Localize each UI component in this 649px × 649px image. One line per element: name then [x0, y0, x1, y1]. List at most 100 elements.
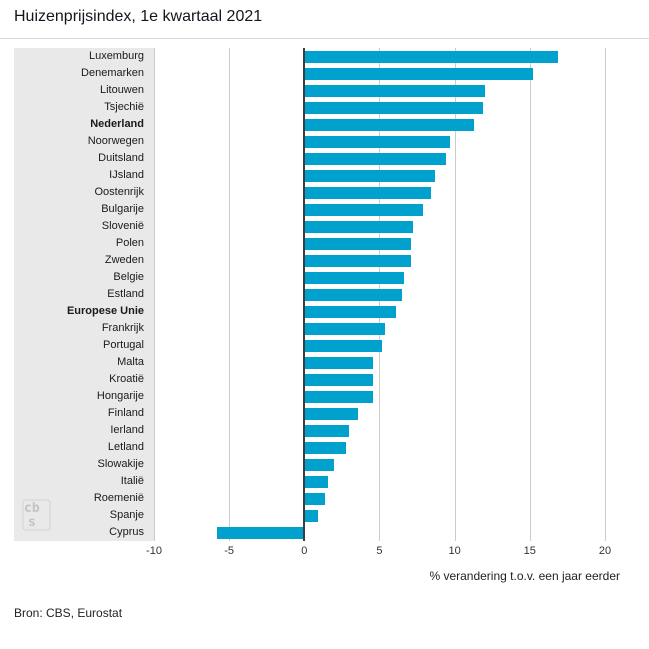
bar [304, 459, 335, 471]
bar [304, 238, 412, 250]
bar-track [154, 48, 620, 65]
bar-row: Nederland [14, 116, 620, 133]
bar-track [154, 235, 620, 252]
bar-track [154, 439, 620, 456]
bar-track [154, 286, 620, 303]
bar-row: Belgie [14, 269, 620, 286]
category-label: Bulgarije [14, 201, 154, 218]
bar-track [154, 150, 620, 167]
bar-track [154, 456, 620, 473]
category-label: Zweden [14, 252, 154, 269]
x-tick-label: 0 [301, 545, 308, 557]
bar [304, 221, 413, 233]
category-label: IJsland [14, 167, 154, 184]
category-label: Finland [14, 405, 154, 422]
category-label: Malta [14, 354, 154, 371]
bar-row: Slowakije [14, 456, 620, 473]
bar [304, 357, 374, 369]
bar-track [154, 422, 620, 439]
bar [304, 374, 374, 386]
bar-row: Ierland [14, 422, 620, 439]
bar [304, 272, 404, 284]
bar-row: Cyprus [14, 524, 620, 541]
category-label: Italië [14, 473, 154, 490]
category-label: Roemenië [14, 490, 154, 507]
category-label: Slovenië [14, 218, 154, 235]
bar-row: Letland [14, 439, 620, 456]
bar-row: Europese Unie [14, 303, 620, 320]
bar-track [154, 524, 620, 541]
bar-row: Noorwegen [14, 133, 620, 150]
bar-track [154, 252, 620, 269]
bar-row: Luxemburg [14, 48, 620, 65]
bar-row: Tsjechië [14, 99, 620, 116]
bar [304, 255, 412, 267]
bar-row: Malta [14, 354, 620, 371]
category-label: Nederland [14, 116, 154, 133]
bar [304, 289, 403, 301]
bar-track [154, 167, 620, 184]
x-tick-label: 5 [376, 545, 383, 557]
bar-track [154, 184, 620, 201]
category-label: Portugal [14, 337, 154, 354]
bar-track [154, 490, 620, 507]
bar [217, 527, 305, 539]
bar [304, 493, 326, 505]
bar-track [154, 99, 620, 116]
category-label: Polen [14, 235, 154, 252]
category-label: Letland [14, 439, 154, 456]
bar [304, 102, 484, 114]
svg-text:cb: cb [24, 501, 40, 516]
bar [304, 408, 359, 420]
bar-track [154, 201, 620, 218]
bar [304, 153, 446, 165]
bar-track [154, 337, 620, 354]
bar-row: Zweden [14, 252, 620, 269]
bar-row: Italië [14, 473, 620, 490]
bar-rows: Luxemburg Denemarken Litouwen Tsjechië Neder… [14, 48, 620, 541]
bar-track [154, 388, 620, 405]
bar-track [154, 473, 620, 490]
bar-track [154, 507, 620, 524]
source-note: Bron: CBS, Eurostat [14, 606, 123, 620]
plot-area: Luxemburg Denemarken Litouwen Tsjechië Neder… [14, 48, 620, 541]
bar-row: Denemarken [14, 65, 620, 82]
title-divider [0, 38, 649, 39]
chart-title: Huizenprijsindex, 1e kwartaal 2021 [14, 8, 263, 25]
bar-row: Kroatië [14, 371, 620, 388]
bar [304, 187, 431, 199]
x-tick-label: -5 [224, 545, 235, 557]
category-label: Belgie [14, 269, 154, 286]
bar [304, 510, 318, 522]
bar-row: Estland [14, 286, 620, 303]
category-label: Litouwen [14, 82, 154, 99]
x-tick-label: 20 [598, 545, 612, 557]
bar-chart: Luxemburg Denemarken Litouwen Tsjechië Neder… [14, 48, 620, 583]
bar-row: Roemenië [14, 490, 620, 507]
x-axis-label: % verandering t.o.v. een jaar eerder [429, 569, 620, 583]
bar [304, 442, 347, 454]
x-tick-label: -10 [146, 545, 162, 557]
bar [304, 340, 383, 352]
bar [304, 68, 533, 80]
bar-track [154, 65, 620, 82]
bar-row: Slovenië [14, 218, 620, 235]
category-label: Duitsland [14, 150, 154, 167]
category-label: Kroatië [14, 371, 154, 388]
category-label: Europese Unie [14, 303, 154, 320]
bar [304, 170, 436, 182]
bar-track [154, 303, 620, 320]
bar-track [154, 354, 620, 371]
bar-track [154, 371, 620, 388]
bar-row: Oostenrijk [14, 184, 620, 201]
bar-row: Litouwen [14, 82, 620, 99]
bar-track [154, 269, 620, 286]
bar [304, 51, 559, 63]
bar-row: Duitsland [14, 150, 620, 167]
category-label: Noorwegen [14, 133, 154, 150]
category-label: Hongarije [14, 388, 154, 405]
bar-track [154, 405, 620, 422]
svg-text:s: s [28, 515, 36, 530]
bar [304, 136, 451, 148]
x-axis: -10 -5 0 5 10 15 20 [146, 545, 620, 561]
